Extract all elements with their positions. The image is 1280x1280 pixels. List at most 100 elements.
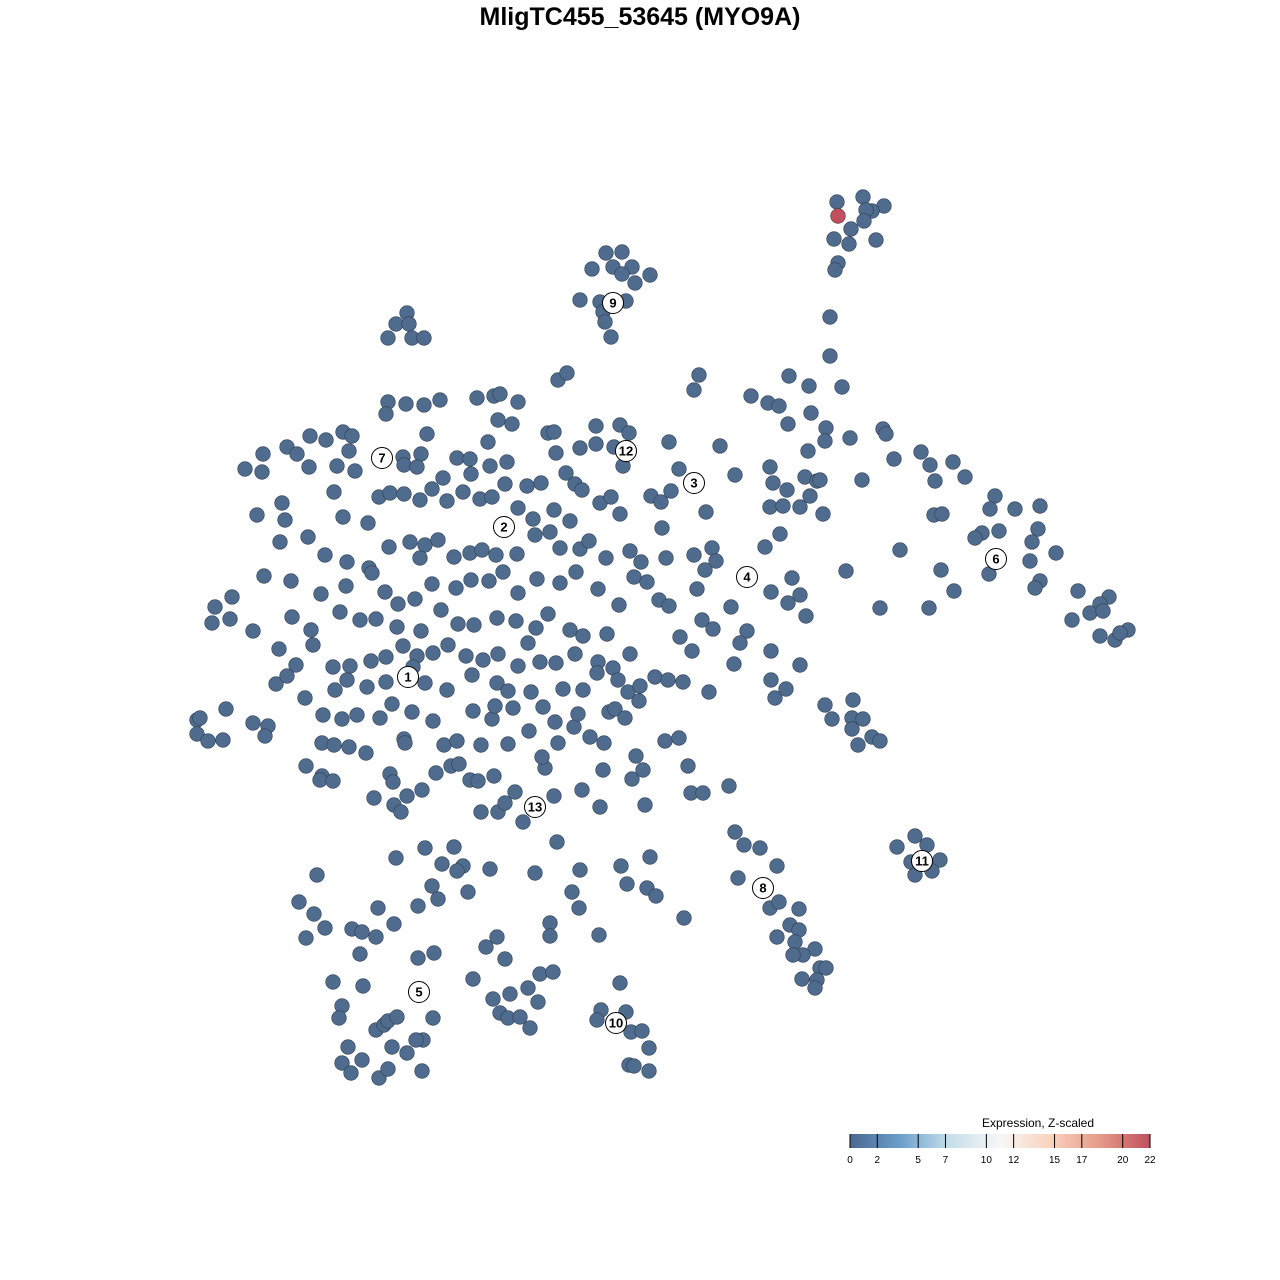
cell-point — [807, 941, 823, 957]
cell-point — [641, 1063, 657, 1079]
cluster-label-bubble — [615, 440, 637, 462]
cell-point — [257, 728, 273, 744]
cell-point — [769, 858, 785, 874]
cell-point — [691, 367, 707, 383]
cell-point — [635, 762, 651, 778]
cell-point — [384, 1039, 400, 1055]
cell-point — [401, 316, 417, 332]
cell-point — [780, 595, 796, 611]
cell-point — [856, 213, 872, 229]
cell-point — [732, 635, 748, 651]
cell-point — [803, 405, 819, 421]
cluster-label-text: 1 — [404, 670, 411, 685]
cell-point — [413, 623, 429, 639]
cell-point — [499, 454, 515, 470]
cell-point — [628, 748, 644, 764]
cell-point — [530, 994, 546, 1010]
cell-point — [571, 900, 587, 916]
cell-point — [309, 867, 325, 883]
cell-point — [765, 475, 781, 491]
colorbar-tick-label: 12 — [1008, 1155, 1020, 1166]
cell-point — [256, 568, 272, 584]
cell-point — [545, 964, 561, 980]
cell-point — [591, 927, 607, 943]
cell-point — [886, 451, 902, 467]
cell-point — [289, 446, 305, 462]
cell-point — [377, 584, 393, 600]
cell-point — [408, 1032, 424, 1048]
cell-point — [424, 576, 440, 592]
cell-point — [736, 837, 752, 853]
cell-point — [581, 533, 597, 549]
cell-point — [639, 574, 655, 590]
cell-point — [622, 646, 638, 662]
cluster-label: 7 — [371, 447, 393, 469]
cell-point — [482, 458, 498, 474]
cell-point — [426, 945, 442, 961]
cell-point — [622, 543, 638, 559]
cell-point — [368, 929, 384, 945]
cell-point — [570, 706, 586, 722]
cell-point — [739, 623, 755, 639]
cell-point — [588, 418, 604, 434]
cell-point — [417, 675, 433, 691]
cell-point — [546, 424, 562, 440]
cell-point — [933, 562, 949, 578]
cell-point — [562, 622, 578, 638]
cluster-label-text: 12 — [619, 444, 633, 459]
cell-point — [757, 539, 773, 555]
cell-point — [334, 1055, 350, 1071]
cell-point — [957, 469, 973, 485]
cell-point — [449, 733, 465, 749]
cell-point — [435, 470, 451, 486]
cell-point — [626, 1058, 642, 1074]
cell-point — [463, 466, 479, 482]
cell-point — [921, 600, 937, 616]
cell-point — [378, 649, 394, 665]
cluster-label-text: 4 — [743, 570, 751, 585]
cell-point — [769, 929, 785, 945]
cluster-label-text: 5 — [415, 985, 422, 1000]
cell-point — [492, 386, 508, 402]
cell-point — [277, 512, 293, 528]
cell-point — [449, 863, 465, 879]
cell-point — [364, 565, 380, 581]
cell-point — [567, 646, 583, 662]
cell-point — [612, 975, 628, 991]
cell-point — [607, 701, 623, 717]
cell-point — [1070, 583, 1086, 599]
cell-point — [489, 929, 505, 945]
cell-point — [945, 454, 961, 470]
cluster-label-bubble — [408, 981, 430, 1003]
cell-point — [547, 714, 563, 730]
cell-point — [843, 221, 859, 237]
cell-point — [502, 986, 518, 1002]
cell-point — [339, 672, 355, 688]
cluster-label: 6 — [985, 548, 1007, 570]
cell-point — [695, 785, 711, 801]
cell-point — [671, 730, 687, 746]
cell-point — [535, 699, 551, 715]
cell-point — [508, 613, 524, 629]
cell-point — [684, 643, 700, 659]
cell-point — [528, 620, 544, 636]
colorbar-tick-label: 2 — [874, 1155, 880, 1166]
cell-point — [1032, 498, 1048, 514]
cell-point — [458, 648, 474, 664]
cell-point — [189, 726, 205, 742]
cell-point — [694, 612, 710, 628]
cell-point — [660, 672, 676, 688]
cell-point — [686, 382, 702, 398]
cell-point — [335, 509, 351, 525]
cell-point — [592, 799, 608, 815]
cluster-label: 13 — [524, 796, 546, 818]
cell-point — [500, 683, 516, 699]
cell-point — [907, 828, 923, 844]
cell-point — [352, 946, 368, 962]
cell-point — [393, 804, 409, 820]
cell-point — [495, 564, 511, 580]
cell-point — [1064, 612, 1080, 628]
cell-point — [465, 971, 481, 987]
cell-point — [497, 951, 513, 967]
cell-point — [331, 1010, 347, 1026]
